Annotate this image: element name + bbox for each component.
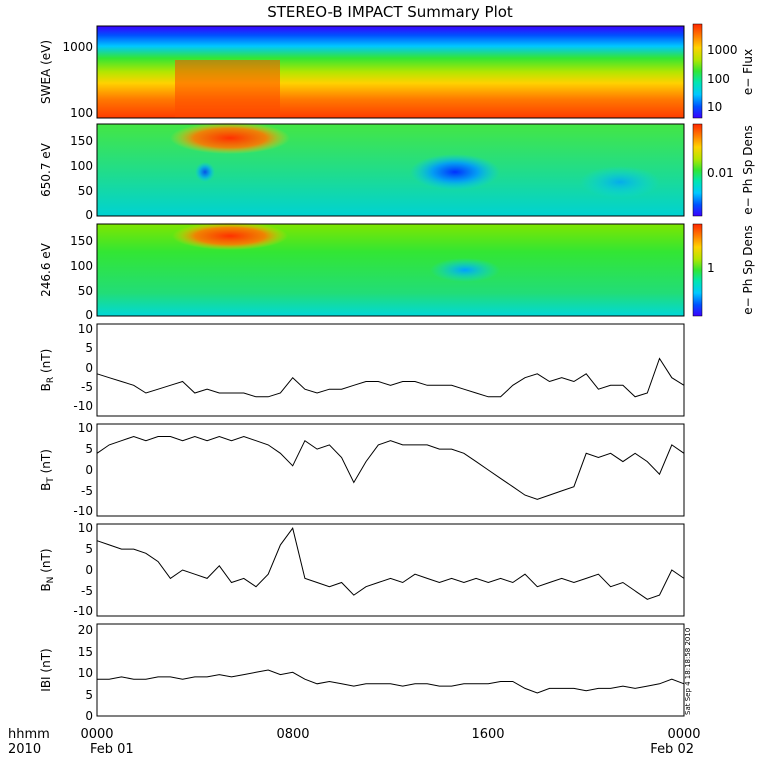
bmag-ytick-0: 0 — [85, 709, 93, 723]
br-ytick-0: 0 — [85, 361, 93, 375]
pad-650-ytick-150: 150 — [70, 134, 93, 148]
plot-title: STEREO-B IMPACT Summary Plot — [267, 3, 513, 21]
bn-ylabel: BN (nT) — [39, 548, 56, 591]
pad-650-cyan-region — [580, 166, 660, 198]
br-panel: BR (nT) 10 5 0 -5 -10 — [39, 322, 685, 417]
hhmm-label: hhmm — [8, 727, 50, 742]
bmag-frame — [96, 623, 685, 717]
bmag-series-line — [97, 669, 685, 694]
bmag-ytick-10: 10 — [78, 666, 93, 680]
pad-650-cyan-blob — [195, 162, 215, 182]
bt-ytick-neg5: -5 — [81, 484, 93, 498]
bt-ytick-0: 0 — [85, 463, 93, 477]
bt-ytick-10: 10 — [78, 421, 93, 435]
xtick-0800: 0800 — [276, 727, 309, 742]
pad-246-cb-tick: 1 — [707, 261, 715, 275]
pad-246-cyan-region — [430, 258, 500, 282]
bn-panel: BN (nT) 10 5 0 -5 -10 — [39, 521, 685, 618]
pad-246-ytick-150: 150 — [70, 234, 93, 248]
pad-650-colorbar — [692, 123, 703, 217]
swea-ylabel: SWEA (eV) — [39, 40, 53, 104]
pad-650-ytick-0: 0 — [85, 208, 93, 222]
pad-246-ytick-100: 100 — [70, 259, 93, 273]
swea-cb-tick-1000: 1000 — [707, 43, 738, 57]
swea-cb-tick-10: 10 — [707, 100, 722, 114]
pad-650-cb-tick: 0.01 — [707, 166, 734, 180]
pad-650-hot-region — [170, 122, 290, 154]
pad-246-ytick-50: 50 — [78, 284, 93, 298]
xtick-0000-start: 0000 — [80, 727, 113, 742]
swea-enhancement — [175, 60, 280, 118]
br-ytick-10: 10 — [78, 322, 93, 336]
pad-246-cb-label: e− Ph Sp Dens — [741, 225, 755, 314]
bmag-ytick-20: 20 — [78, 623, 93, 637]
bmag-ytick-15: 15 — [78, 645, 93, 659]
bn-ytick-10: 10 — [78, 521, 93, 535]
bn-ytick-0: 0 — [85, 563, 93, 577]
bmag-panel: IBI (nT) 20 15 10 5 0 Sat Sep 4 18:18:58… — [39, 623, 692, 723]
pad-650-ylabel: 650.7 eV — [39, 142, 53, 197]
bt-series-line — [96, 435, 685, 500]
pad-650-frame — [96, 123, 685, 217]
swea-frame — [96, 25, 685, 119]
year-label: 2010 — [8, 742, 41, 757]
pad-650-ytick-50: 50 — [78, 184, 93, 198]
date-end: Feb 02 — [650, 742, 694, 757]
br-frame — [96, 323, 685, 417]
xtick-0000-end: 0000 — [667, 727, 700, 742]
pad-650-cb-label: e− Ph Sp Dens — [741, 125, 755, 214]
br-ylabel: BR (nT) — [39, 349, 56, 392]
bt-ylabel: BT (nT) — [39, 449, 56, 491]
pad-246-ytick-0: 0 — [85, 308, 93, 322]
bt-ytick-neg10: -10 — [73, 504, 93, 518]
bt-ytick-5: 5 — [85, 442, 93, 456]
swea-colorbar — [692, 23, 703, 119]
br-ytick-5: 5 — [85, 341, 93, 355]
pad-246-hot-region — [172, 222, 288, 250]
swea-cb-label: e− Flux — [741, 49, 755, 95]
pad-246-panel: 246.6 eV 150 100 50 0 1 e− Ph Sp Dens — [39, 222, 755, 322]
xtick-1600: 1600 — [471, 727, 504, 742]
pad-246-colorbar — [692, 223, 703, 317]
bmag-ytick-5: 5 — [85, 688, 93, 702]
bmag-ylabel: IBI (nT) — [39, 648, 53, 691]
swea-panel: SWEA (eV) 1000 100 1000 100 10 e− Flux — [39, 23, 755, 120]
bn-series-line — [96, 527, 685, 600]
pad-650-ytick-100: 100 — [70, 159, 93, 173]
bt-frame — [96, 423, 685, 517]
pad-246-frame — [96, 223, 685, 317]
timestamp: Sat Sep 4 18:18:58 2010 — [684, 628, 692, 715]
swea-ytick-1000: 1000 — [62, 40, 93, 54]
bn-ytick-neg10: -10 — [73, 604, 93, 618]
date-start: Feb 01 — [90, 742, 134, 757]
br-ytick-neg10: -10 — [73, 399, 93, 413]
swea-ytick-100: 100 — [70, 106, 93, 120]
swea-cb-tick-100: 100 — [707, 72, 730, 86]
pad-650-cold-region — [410, 154, 500, 190]
br-ytick-neg5: -5 — [81, 380, 93, 394]
bn-ytick-neg5: -5 — [81, 584, 93, 598]
bn-frame — [96, 523, 685, 617]
time-axis: hhmm 2010 0000 0800 1600 0000 Feb 01 Feb… — [8, 727, 701, 757]
br-series-line — [96, 357, 685, 398]
pad-650-panel: 650.7 eV 150 100 50 0 0.01 e− Ph Sp Dens — [39, 122, 755, 222]
bn-ytick-5: 5 — [85, 542, 93, 556]
bt-panel: BT (nT) 10 5 0 -5 -10 — [39, 421, 685, 518]
pad-246-ylabel: 246.6 eV — [39, 242, 53, 297]
